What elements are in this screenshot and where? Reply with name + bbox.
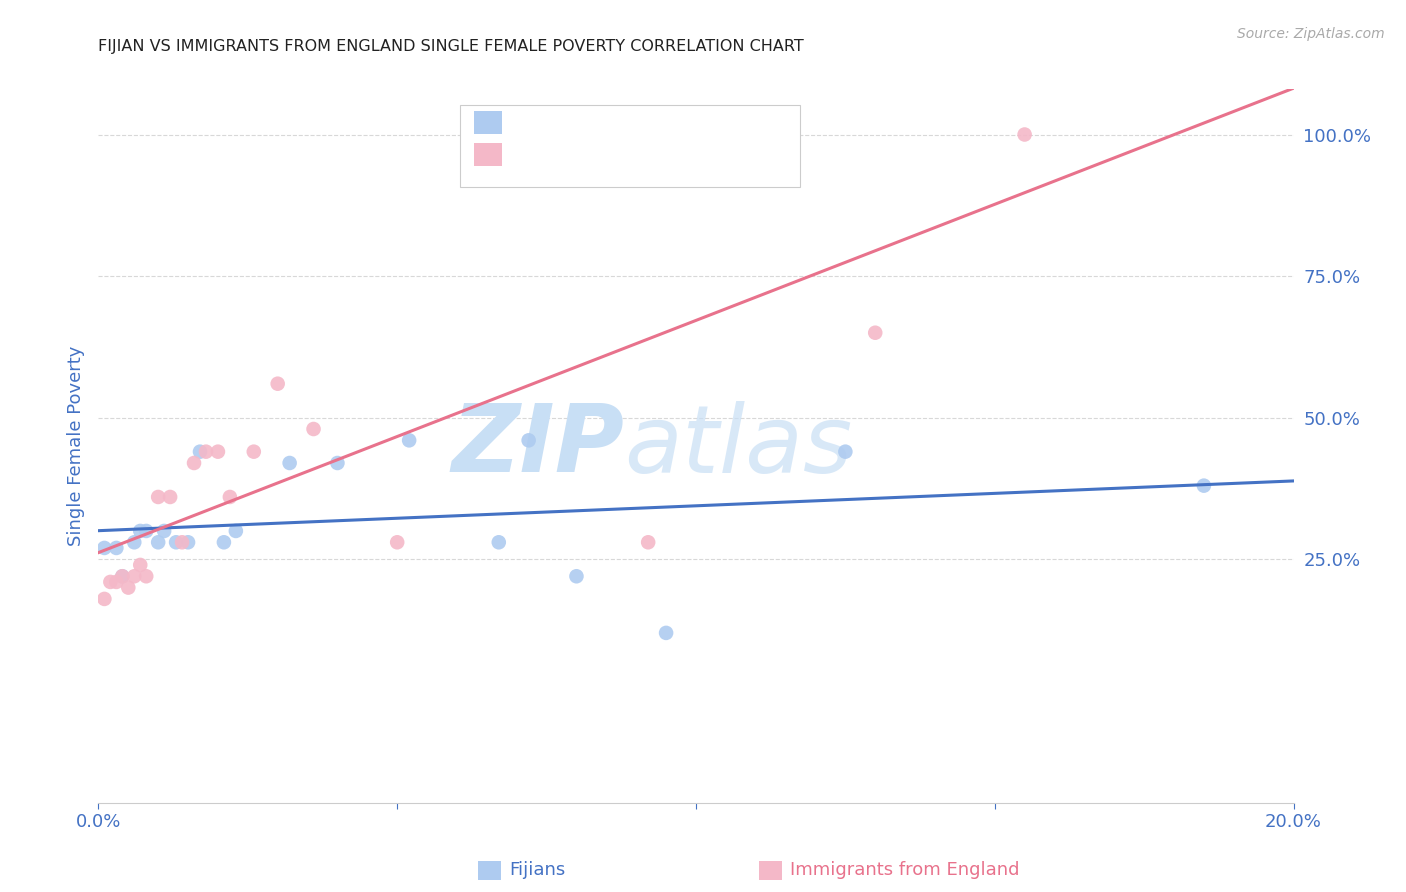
Text: R = 0.239   N = 22: R = 0.239 N = 22 xyxy=(509,112,695,132)
Point xyxy=(655,626,678,640)
Point xyxy=(93,591,115,606)
Point xyxy=(219,490,242,504)
Point xyxy=(517,434,540,448)
Point xyxy=(326,456,349,470)
Point xyxy=(148,490,170,504)
Point xyxy=(135,524,157,538)
Point xyxy=(148,535,170,549)
Point xyxy=(278,456,301,470)
Point xyxy=(207,444,229,458)
Point xyxy=(111,569,134,583)
Point xyxy=(129,558,152,572)
Point xyxy=(488,535,510,549)
Point xyxy=(165,535,187,549)
Point xyxy=(93,541,115,555)
Point xyxy=(865,326,887,340)
Point xyxy=(212,535,235,549)
Text: R = 0.788   N = 24: R = 0.788 N = 24 xyxy=(509,145,695,164)
Point xyxy=(1014,128,1036,142)
Text: atlas: atlas xyxy=(624,401,852,491)
Point xyxy=(243,444,266,458)
Point xyxy=(637,535,659,549)
Point xyxy=(398,434,420,448)
Text: Source: ZipAtlas.com: Source: ZipAtlas.com xyxy=(1237,27,1385,41)
Point xyxy=(159,490,181,504)
Text: FIJIAN VS IMMIGRANTS FROM ENGLAND SINGLE FEMALE POVERTY CORRELATION CHART: FIJIAN VS IMMIGRANTS FROM ENGLAND SINGLE… xyxy=(98,38,804,54)
Point xyxy=(834,444,856,458)
Y-axis label: Single Female Poverty: Single Female Poverty xyxy=(66,346,84,546)
Point xyxy=(117,581,139,595)
Point xyxy=(225,524,247,538)
Point xyxy=(124,569,146,583)
Point xyxy=(188,444,211,458)
Text: Immigrants from England: Immigrants from England xyxy=(790,861,1019,879)
Text: ZIP: ZIP xyxy=(451,400,624,492)
Point xyxy=(105,574,128,589)
Point xyxy=(565,569,588,583)
Point xyxy=(267,376,290,391)
Point xyxy=(1192,478,1215,492)
Point xyxy=(153,524,176,538)
Point xyxy=(194,444,218,458)
Text: Fijians: Fijians xyxy=(509,861,565,879)
Point xyxy=(517,128,540,142)
Point xyxy=(183,456,205,470)
Point xyxy=(111,569,134,583)
Point xyxy=(129,524,152,538)
Point xyxy=(105,541,128,555)
Point xyxy=(98,574,122,589)
Point xyxy=(124,535,146,549)
Point xyxy=(172,535,194,549)
Point xyxy=(135,569,157,583)
Point xyxy=(302,422,325,436)
Point xyxy=(385,535,409,549)
Point xyxy=(177,535,200,549)
